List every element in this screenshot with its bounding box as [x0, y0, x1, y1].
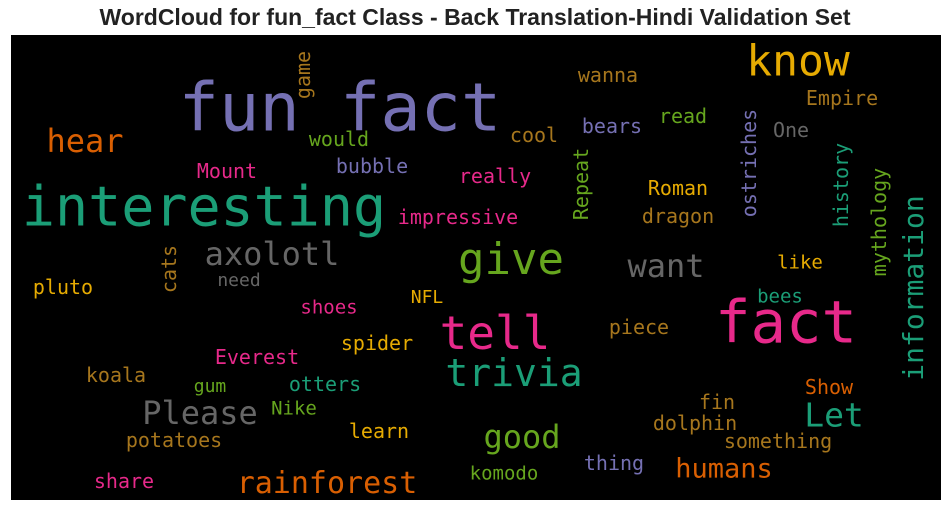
word-know: know — [746, 36, 850, 87]
word-dolphin: dolphin — [652, 411, 738, 435]
word-hear: hear — [46, 122, 124, 160]
word-show: Show — [804, 375, 854, 399]
word-dragon: dragon — [641, 204, 715, 228]
word-read: read — [658, 104, 708, 128]
word-really: really — [458, 164, 532, 188]
word-like: like — [777, 251, 823, 274]
word-want: want — [627, 247, 705, 285]
word-thing: thing — [583, 451, 645, 475]
word-wanna: wanna — [577, 63, 639, 87]
word-repeat: Repeat — [569, 147, 593, 221]
word-fin: fin — [698, 390, 736, 414]
word-give: give — [458, 234, 564, 285]
word-game: game — [291, 50, 315, 100]
word-something: something — [723, 429, 833, 453]
word-fact: fact — [714, 287, 858, 357]
word-trivia: trivia — [445, 351, 583, 395]
word-rainforest: rainforest — [236, 466, 418, 501]
chart-title: WordCloud for fun_fact Class - Back Tran… — [99, 4, 851, 30]
word-fun-fact: fun fact — [178, 68, 502, 147]
word-everest: Everest — [214, 345, 300, 369]
word-gum: gum — [193, 376, 227, 397]
word-cool: cool — [509, 123, 559, 147]
word-cats: cats — [157, 244, 181, 294]
word-interesting: interesting — [21, 174, 387, 239]
word-mount: Mount — [196, 159, 258, 183]
word-learn: learn — [348, 419, 410, 443]
word-roman: Roman — [647, 176, 709, 200]
word-bees: bees — [757, 285, 803, 308]
word-nike: Nike — [271, 397, 317, 420]
word-piece: piece — [608, 315, 670, 339]
word-information: information — [897, 195, 930, 381]
word-mythology: mythology — [867, 167, 891, 277]
word-potatoes: potatoes — [125, 428, 223, 452]
word-ostriches: ostriches — [737, 108, 761, 218]
word-need: need — [217, 270, 261, 291]
word-koala: koala — [85, 363, 147, 387]
wordcloud-panel: fun fact interesting fact know tell give trivi… — [11, 35, 941, 500]
word-share: share — [93, 469, 155, 493]
word-empire: Empire — [805, 86, 879, 110]
word-humans: humans — [675, 453, 773, 485]
word-bubble: bubble — [335, 154, 409, 178]
word-axolotl: axolotl — [204, 235, 340, 273]
word-one: One — [772, 118, 810, 142]
word-nfl: NFL — [410, 287, 444, 308]
word-would: would — [308, 127, 370, 151]
word-history: history — [829, 142, 853, 228]
word-let: Let — [804, 395, 864, 435]
word-bears: bears — [581, 114, 643, 138]
word-please: Please — [142, 394, 258, 432]
word-pluto: pluto — [32, 275, 94, 299]
word-impressive: impressive — [397, 205, 519, 229]
word-spider: spider — [340, 331, 414, 355]
word-tell: tell — [439, 306, 551, 360]
word-good: good — [483, 418, 561, 456]
word-shoes: shoes — [300, 296, 358, 319]
word-otters: otters — [288, 372, 362, 396]
word-komodo: komodo — [469, 462, 539, 485]
